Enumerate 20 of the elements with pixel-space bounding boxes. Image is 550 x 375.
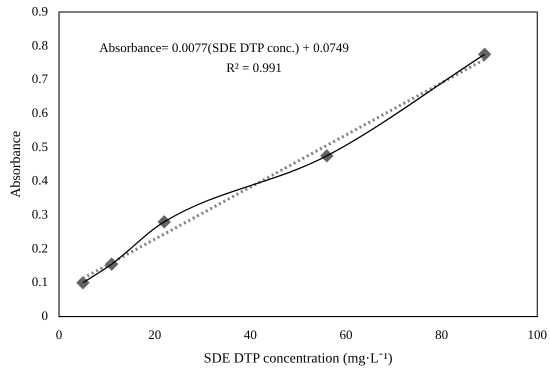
y-tick-label: 0.9 <box>32 3 48 18</box>
y-tick-label: 0.1 <box>32 274 48 290</box>
y-tick-label: 0.3 <box>32 206 48 222</box>
y-tick-label: 0.6 <box>32 104 49 120</box>
x-tick-label: 100 <box>528 326 547 342</box>
x-axis-title: SDE DTP concentration (mg·L⁻¹) <box>204 351 393 366</box>
x-tick-label: 80 <box>435 326 448 342</box>
x-tick-label: 40 <box>244 326 257 342</box>
y-tick-label: 0.8 <box>32 37 48 52</box>
y-tick-label: 0.2 <box>32 240 48 256</box>
y-axis-title: Absorbance <box>9 130 24 198</box>
annotation: R² = 0.991 <box>226 60 282 75</box>
x-tick-label: 0 <box>56 326 62 342</box>
y-tick-label: 0.7 <box>32 71 49 86</box>
x-tick-label: 20 <box>148 326 162 342</box>
annotation: Absorbance= 0.0077(SDE DTP conc.) + 0.0749 <box>99 40 349 55</box>
y-tick-label: 0 <box>42 308 48 324</box>
y-tick-label: 0.5 <box>32 138 48 154</box>
y-tick-label: 0.4 <box>32 172 49 188</box>
x-tick-label: 60 <box>339 326 352 342</box>
